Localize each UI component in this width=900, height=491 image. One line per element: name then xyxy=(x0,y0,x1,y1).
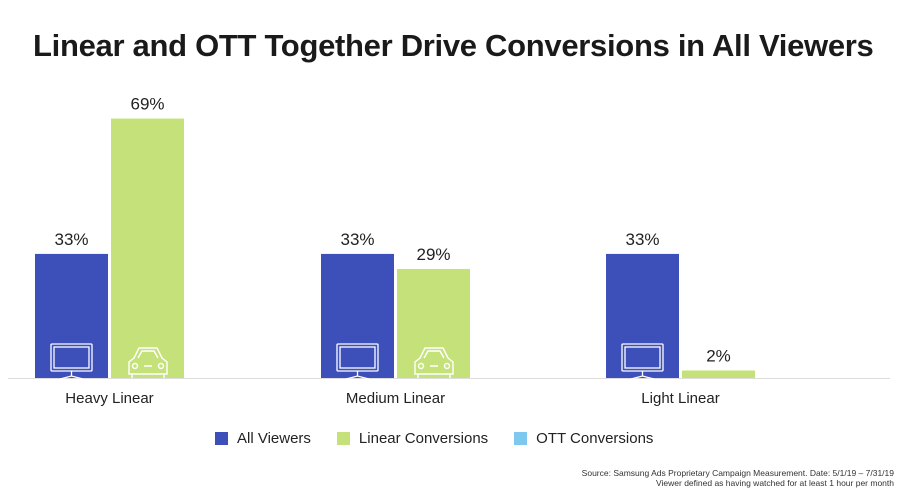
tv-icon xyxy=(50,343,93,380)
category-label: Light Linear xyxy=(641,390,719,407)
chart-title: Linear and OTT Together Drive Conversion… xyxy=(33,28,874,63)
bar-group: 33% 69% Heavy Linear xyxy=(35,95,184,407)
bar-linear-conversions xyxy=(682,370,755,378)
legend-swatch xyxy=(215,432,228,445)
legend-label: Linear Conversions xyxy=(358,430,489,447)
category-label: Medium Linear xyxy=(346,390,445,407)
tv-icon xyxy=(621,343,664,380)
legend-item-linear-conversions: Linear Conversions xyxy=(336,430,489,447)
tv-icon xyxy=(336,343,379,380)
data-label: 33% xyxy=(625,230,659,249)
legend-item-ott-conversions: OTT Conversions xyxy=(514,430,653,447)
bar-linear-conversions xyxy=(111,118,184,378)
bar-group: 33% 29% Medium Linear xyxy=(321,230,470,407)
category-label: Heavy Linear xyxy=(65,390,153,407)
bar-all-viewers xyxy=(35,253,108,378)
bar-linear-conversions xyxy=(397,268,470,378)
car-icon xyxy=(414,347,454,378)
bar-all-viewers xyxy=(321,253,394,378)
legend: All Viewers Linear Conversions OTT Conve… xyxy=(215,430,653,447)
source-line: Source: Samsung Ads Proprietary Campaign… xyxy=(581,468,894,478)
legend-swatch xyxy=(336,432,350,445)
data-label: 69% xyxy=(130,95,164,114)
data-label: 33% xyxy=(340,230,374,249)
bar-group: 33% 2% Light Linear xyxy=(606,230,755,407)
car-icon xyxy=(128,347,168,378)
legend-item-all-viewers: All Viewers xyxy=(215,430,311,447)
legend-label: All Viewers xyxy=(237,430,311,447)
data-label: 33% xyxy=(54,230,88,249)
viewer-definition: Viewer defined as having watched for at … xyxy=(656,478,894,488)
data-label: 29% xyxy=(416,245,450,264)
legend-swatch xyxy=(514,432,528,445)
legend-label: OTT Conversions xyxy=(536,430,654,447)
source-note: Source: Samsung Ads Proprietary Campaign… xyxy=(582,468,894,488)
data-label: 2% xyxy=(706,346,731,365)
bar-all-viewers xyxy=(606,253,679,378)
